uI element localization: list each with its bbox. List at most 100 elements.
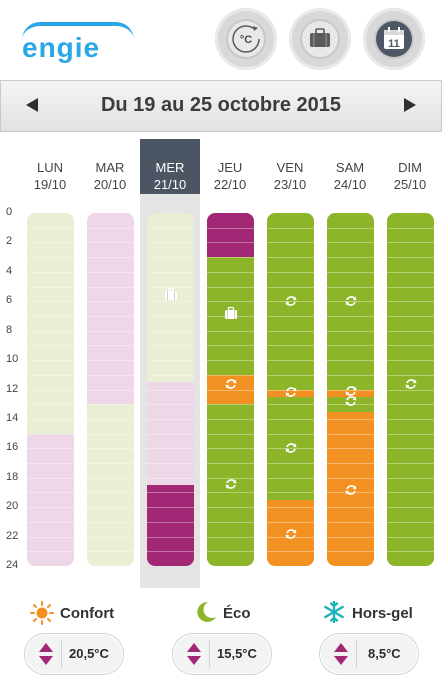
hour-gridline [267, 345, 314, 347]
hour-gridline [327, 330, 374, 332]
day-header-sam[interactable]: SAM 24/10 [320, 140, 380, 195]
hour-tick: 6 [6, 294, 13, 307]
horsgel-temperature-stepper[interactable]: 8,5°C [320, 634, 418, 674]
hour-gridline [387, 477, 434, 479]
hour-gridline [207, 257, 254, 259]
calendar-icon: 11 [384, 27, 404, 50]
eco-temperature-value: 15,5°C [217, 646, 257, 661]
hour-gridline [207, 448, 254, 450]
day-schedule-bar[interactable] [387, 213, 434, 566]
hour-gridline [267, 374, 314, 376]
absence-button[interactable] [289, 8, 351, 70]
cycle-icon [344, 394, 358, 408]
hour-gridline [327, 301, 374, 303]
hour-gridline [87, 521, 134, 523]
day-schedule-bar[interactable] [27, 213, 74, 566]
hour-gridline [387, 404, 434, 406]
day-schedule-bar[interactable] [147, 213, 194, 566]
hour-gridline [27, 448, 74, 450]
snowflake-icon [324, 600, 344, 624]
hour-gridline [327, 463, 374, 465]
cycle-icon [224, 477, 238, 491]
day-name: MAR [95, 160, 125, 175]
hour-gridline [207, 418, 254, 420]
schedule-segment-eco [267, 213, 314, 390]
hour-tick: 16 [6, 441, 19, 454]
hour-gridline [327, 257, 374, 259]
hour-gridline [87, 242, 134, 244]
hour-gridline [207, 389, 254, 391]
hour-tick: 4 [6, 264, 13, 277]
cycle-icon [344, 384, 358, 398]
schedule-segment-hors-gel [147, 485, 194, 566]
hour-gridline [327, 227, 374, 229]
hour-gridline [327, 286, 374, 288]
day-header-ven[interactable]: VEN 23/10 [260, 140, 320, 195]
schedule-segment-confort [267, 499, 314, 566]
triangle-left-icon[interactable] [26, 98, 38, 112]
hour-gridline [27, 404, 74, 406]
day-header-jeu[interactable]: JEU 22/10 [200, 140, 260, 195]
day-name: VEN [276, 160, 304, 175]
day-schedule-bar[interactable] [267, 213, 314, 566]
hour-gridline [387, 521, 434, 523]
hour-gridline [267, 507, 314, 509]
day-date: 22/10 [213, 177, 247, 192]
hour-gridline [327, 271, 374, 273]
hour-gridline [87, 551, 134, 553]
up-down-arrows-icon[interactable] [187, 643, 201, 665]
calendar-button-label: 11 [388, 38, 400, 50]
hour-gridline [207, 227, 254, 229]
hour-gridline [147, 418, 194, 420]
hour-gridline [147, 301, 194, 303]
temperature-button-label: °C [240, 34, 252, 46]
schedule-segment-eco-light [87, 404, 134, 566]
calendar-button[interactable]: 11 [363, 8, 425, 70]
suitcase-icon [164, 287, 178, 301]
triangle-right-icon[interactable] [404, 98, 416, 112]
day-name: SAM [335, 160, 365, 175]
eco-temperature-stepper[interactable]: 15,5°C [173, 634, 271, 674]
hour-gridline [267, 521, 314, 523]
up-down-arrows-icon[interactable] [39, 643, 53, 665]
up-down-arrows-icon[interactable] [334, 643, 348, 665]
hour-gridline [387, 551, 434, 553]
hour-gridline [207, 242, 254, 244]
hour-gridline [327, 242, 374, 244]
selected-day-header [140, 139, 200, 194]
day-header-dim[interactable]: DIM 25/10 [380, 140, 440, 195]
hour-gridline [27, 536, 74, 538]
hour-gridline [387, 360, 434, 362]
hour-gridline [147, 492, 194, 494]
day-schedule-bar[interactable] [87, 213, 134, 566]
hour-gridline [147, 507, 194, 509]
day-schedule-bar[interactable] [207, 213, 254, 566]
confort-temperature-value: 20,5°C [69, 646, 109, 661]
cycle-icon [404, 377, 418, 391]
confort-temperature-stepper[interactable]: 20,5°C [25, 634, 123, 674]
day-name: DIM [398, 160, 422, 175]
week-label: Du 19 au 25 octobre 2015 [100, 94, 342, 116]
hour-gridline [87, 448, 134, 450]
hour-gridline [207, 551, 254, 553]
hour-gridline [327, 536, 374, 538]
hour-gridline [387, 448, 434, 450]
hour-gridline [87, 404, 134, 406]
day-schedule-bar[interactable] [327, 213, 374, 566]
hour-gridline [267, 330, 314, 332]
day-header-lun[interactable]: LUN 19/10 [20, 140, 80, 195]
day-header-mer[interactable]: MER 21/10 [140, 140, 200, 195]
hour-gridline [267, 271, 314, 273]
stepper-divider [209, 640, 210, 668]
legend-eco-label: Éco [223, 605, 251, 622]
hour-gridline [267, 315, 314, 317]
hour-tick: 20 [6, 500, 19, 513]
hour-gridline [207, 521, 254, 523]
day-header-mar[interactable]: MAR 20/10 [80, 140, 140, 195]
temperature-button[interactable]: °C [215, 8, 277, 70]
cycle-icon [344, 294, 358, 308]
hour-gridline [87, 389, 134, 391]
stepper-divider [356, 640, 357, 668]
hour-gridline [87, 374, 134, 376]
hour-gridline [267, 418, 314, 420]
